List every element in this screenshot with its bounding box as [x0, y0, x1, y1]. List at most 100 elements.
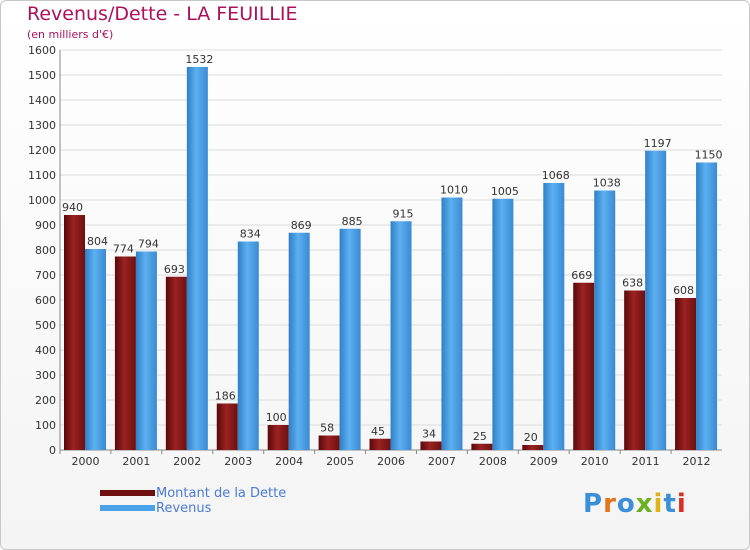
x-tick-label: 2003	[224, 455, 252, 468]
bar-revenus	[186, 67, 208, 450]
data-label-revenus: 885	[342, 215, 363, 228]
y-tick-label: 900	[35, 219, 56, 232]
y-tick-label: 1300	[28, 119, 56, 132]
bar-revenus	[339, 228, 361, 450]
data-label-dette: 25	[473, 430, 487, 443]
bar-revenus	[85, 249, 106, 450]
legend-label-dette: Montant de la Dette	[156, 486, 287, 501]
y-tick-label: 0	[49, 444, 56, 457]
data-label-revenus: 794	[138, 238, 159, 251]
bar-revenus	[645, 150, 667, 450]
data-label-revenus: 1068	[542, 169, 570, 182]
bar-revenus	[288, 232, 310, 450]
bar-dette	[471, 443, 493, 450]
data-label-revenus: 1038	[593, 177, 621, 190]
bar-dette	[624, 290, 646, 450]
x-tick-label: 2011	[632, 455, 660, 468]
x-tick-label: 2007	[428, 455, 456, 468]
x-tick-label: 2010	[581, 455, 609, 468]
bar-dette	[420, 441, 442, 450]
data-label-dette: 669	[571, 269, 592, 282]
data-label-dette: 774	[113, 243, 134, 256]
y-tick-label: 300	[35, 369, 56, 382]
bar-revenus	[543, 183, 565, 450]
y-tick-label: 1200	[28, 144, 56, 157]
data-label-dette: 693	[164, 263, 185, 276]
y-tick-label: 1500	[28, 69, 56, 82]
logo-letter: t	[663, 489, 677, 519]
x-tick-label: 2000	[71, 455, 99, 468]
bar-revenus	[594, 190, 616, 450]
bar-dette	[369, 438, 391, 450]
data-label-dette: 20	[524, 431, 538, 444]
logo-letter: P	[583, 489, 604, 519]
data-label-revenus: 1005	[491, 185, 519, 198]
data-label-revenus: 1150	[695, 149, 723, 162]
logo-letter: x	[635, 489, 654, 519]
x-tick-label: 2004	[275, 455, 303, 468]
logo-letter: i	[653, 489, 664, 519]
data-label-revenus: 804	[87, 235, 108, 248]
x-tick-label: 2008	[479, 455, 507, 468]
y-tick-label: 700	[35, 269, 56, 282]
data-label-revenus: 1010	[440, 184, 468, 197]
y-tick-label: 1000	[28, 194, 56, 207]
y-tick-label: 500	[35, 319, 56, 332]
data-labels: 940 804 774 794 693 1532 186 834 100 869 58 885 45 91…	[62, 53, 723, 444]
data-label-dette: 608	[673, 284, 694, 297]
x-tick-label: 2001	[122, 455, 150, 468]
chart-title: Revenus/Dette - LA FEUILLIE	[27, 3, 298, 25]
data-label-revenus: 869	[291, 219, 312, 232]
data-label-revenus: 1532	[185, 53, 213, 66]
logo-letter: o	[616, 489, 636, 519]
bar-revenus	[135, 251, 157, 450]
y-tick-label: 1400	[28, 94, 56, 107]
x-tick-label: 2005	[326, 455, 354, 468]
proxiti-logo: Proxiti	[583, 489, 687, 519]
data-label-revenus: 834	[240, 228, 261, 241]
bar-dette	[165, 276, 187, 450]
x-tick-label: 2009	[530, 455, 558, 468]
y-tick-label: 800	[35, 244, 56, 257]
legend-label-revenus: Revenus	[156, 501, 212, 516]
bar-dette	[267, 425, 289, 450]
chart-subtitle: (en milliers d'€)	[27, 28, 114, 41]
bar-revenus	[696, 162, 718, 450]
bar-dette	[522, 445, 544, 450]
y-tick-label: 600	[35, 294, 56, 307]
x-tick-label: 2006	[377, 455, 405, 468]
y-tick-label: 1600	[28, 44, 56, 57]
bar-dette	[675, 298, 697, 450]
data-label-revenus: 1197	[644, 137, 672, 150]
logo-letter: r	[603, 489, 617, 519]
legend-swatch-dette	[100, 490, 155, 496]
logo-letter: i	[676, 489, 687, 519]
bar-dette	[216, 403, 238, 450]
data-label-dette: 940	[62, 201, 83, 214]
bar-revenus	[492, 198, 514, 450]
y-tick-label: 100	[35, 419, 56, 432]
x-tick-label: 2002	[173, 455, 201, 468]
bar-dette	[573, 282, 595, 450]
data-label-dette: 100	[266, 411, 287, 424]
bar-dette	[114, 256, 136, 450]
bar-dette	[64, 215, 85, 450]
y-tick-label: 200	[35, 394, 56, 407]
bars	[64, 67, 718, 450]
data-label-dette: 186	[215, 390, 236, 403]
data-label-dette: 58	[320, 422, 334, 435]
bar-revenus	[237, 241, 259, 450]
x-tick-label: 2012	[683, 455, 711, 468]
bar-revenus	[441, 197, 463, 450]
y-tick-label: 1100	[28, 169, 56, 182]
axes: 0 100 200 300 400 500 600 700 800 900 1000 1100 1200…	[28, 44, 722, 468]
y-tick-label: 400	[35, 344, 56, 357]
data-label-dette: 34	[422, 428, 436, 441]
bar-dette	[318, 435, 340, 450]
data-label-dette: 638	[622, 277, 643, 290]
bar-revenus	[390, 221, 412, 450]
legend-swatch-revenus	[100, 505, 155, 511]
data-label-dette: 45	[371, 425, 385, 438]
data-label-revenus: 915	[393, 207, 414, 220]
